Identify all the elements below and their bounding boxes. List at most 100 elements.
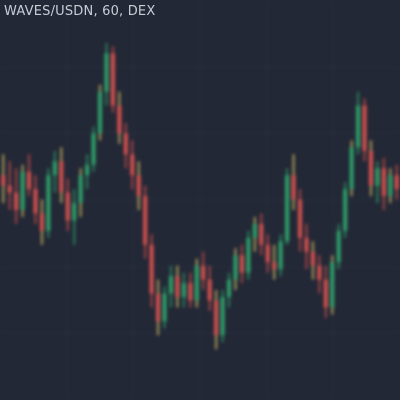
- candle-body-up: [220, 297, 225, 336]
- candle: [175, 265, 180, 308]
- candle-body-down: [27, 171, 32, 190]
- candle-body-up: [227, 279, 232, 297]
- candle: [20, 164, 25, 217]
- candle-body-down: [304, 237, 309, 252]
- candle-body-down: [259, 223, 264, 245]
- candle: [194, 258, 199, 308]
- candle: [59, 147, 64, 204]
- candle: [246, 230, 251, 280]
- candle-body-up: [252, 223, 257, 238]
- candle-body-down: [291, 175, 296, 200]
- candle: [188, 272, 193, 308]
- candle-body-up: [285, 175, 290, 242]
- candle: [298, 189, 302, 252]
- candle: [156, 279, 161, 336]
- candle-body-up: [278, 241, 283, 270]
- candle: [33, 175, 38, 224]
- chart-title: WAVES/USDN, 60, DEX: [4, 4, 156, 19]
- candle-body-up: [91, 133, 96, 165]
- candle: [104, 42, 109, 106]
- candle-body-up: [375, 168, 380, 186]
- candle-body-up: [104, 53, 109, 92]
- candle: [72, 189, 77, 245]
- candle: [356, 91, 361, 155]
- candle-body-down: [136, 175, 141, 197]
- candle: [39, 199, 44, 245]
- candle: [304, 223, 309, 270]
- candle-body-up: [336, 230, 341, 263]
- candle: [52, 150, 57, 193]
- candle: [130, 140, 135, 190]
- candle: [233, 248, 238, 291]
- ohlc-legend-strip: [4, 22, 340, 48]
- candle: [291, 154, 296, 210]
- candle: [252, 216, 257, 252]
- candle: [336, 223, 341, 270]
- candle-body-up: [181, 283, 186, 297]
- candle: [143, 185, 148, 259]
- candle-body-down: [381, 168, 386, 197]
- candle: [349, 140, 354, 197]
- candle-body-down: [368, 150, 373, 186]
- candle-body-up: [46, 175, 51, 231]
- candle-body-up: [78, 175, 83, 204]
- candle-body-down: [317, 265, 322, 280]
- candle-body-down: [214, 300, 219, 336]
- candle: [368, 140, 373, 197]
- candle-body-up: [330, 262, 335, 308]
- candle-body-down: [1, 175, 6, 186]
- candle: [201, 251, 206, 291]
- candle: [330, 255, 335, 315]
- candle-body-down: [65, 192, 70, 221]
- candle: [149, 234, 154, 308]
- candle-body-down: [59, 161, 64, 193]
- candle-body-down: [298, 199, 302, 238]
- candle-body-up: [52, 161, 57, 176]
- candle-body-up: [194, 265, 199, 301]
- candle-body-down: [39, 213, 44, 231]
- candle-body-down: [323, 279, 328, 308]
- candle-body-down: [394, 175, 399, 190]
- candle-body-down: [130, 154, 135, 176]
- candle-body-down: [117, 105, 122, 134]
- candle-body-up: [233, 255, 238, 280]
- candle-body-up: [388, 175, 393, 197]
- candle: [1, 154, 6, 204]
- candle: [259, 213, 264, 256]
- candle: [220, 290, 225, 343]
- candle-body-down: [188, 283, 193, 301]
- candle: [323, 265, 328, 318]
- candle-body-down: [110, 53, 115, 106]
- candle-body-up: [356, 105, 361, 148]
- candle-body-down: [175, 276, 180, 297]
- candle: [123, 123, 128, 169]
- candle-body-down: [239, 255, 244, 273]
- candle: [78, 168, 83, 217]
- candle: [85, 154, 90, 190]
- candle: [265, 234, 270, 273]
- candle-body-down: [7, 185, 12, 193]
- candle-body-down: [123, 133, 128, 155]
- candle: [46, 168, 51, 238]
- candle: [227, 272, 232, 308]
- candle-body-up: [168, 276, 173, 294]
- candle: [91, 126, 96, 172]
- candle: [310, 241, 315, 280]
- candle: [214, 290, 219, 350]
- candle: [7, 161, 12, 210]
- candle-body-down: [14, 192, 19, 210]
- candle: [272, 244, 277, 280]
- candle-body-down: [143, 196, 148, 245]
- candle: [136, 161, 141, 210]
- candle: [285, 168, 290, 245]
- candle: [168, 265, 173, 308]
- candle-body-up: [246, 237, 251, 273]
- candle: [343, 182, 348, 238]
- candle: [27, 154, 32, 197]
- candle-body-down: [156, 293, 161, 322]
- candle-body-down: [272, 262, 277, 270]
- candle-body-up: [343, 189, 348, 231]
